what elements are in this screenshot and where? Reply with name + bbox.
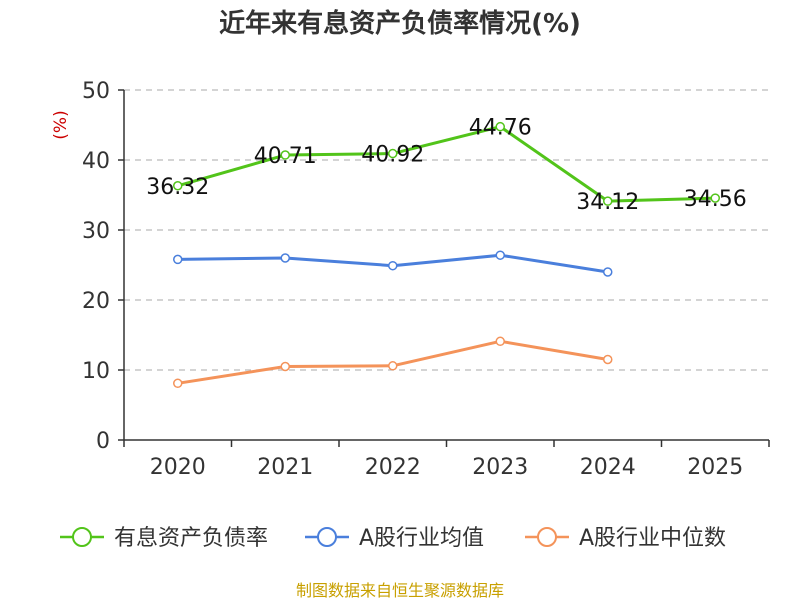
legend-label: A股行业均值 [359,526,484,551]
x-tick-label: 2023 [472,455,528,480]
data-point[interactable] [388,148,398,159]
x-tick-label: 2025 [687,455,743,480]
legend-item-0[interactable]: 有息资产负债率 [60,526,268,551]
data-point[interactable] [173,254,183,265]
legend-item-2[interactable]: A股行业中位数 [525,526,726,551]
legend[interactable]: 有息资产负债率 A股行业均值 A股行业中位数 [60,526,726,551]
legend-swatch-marker [317,527,337,547]
data-point[interactable] [388,361,398,371]
x-tick-label: 2024 [580,455,636,480]
y-tick-label: 40 [82,149,110,174]
data-point[interactable] [603,267,613,277]
legend-swatch-marker [72,527,92,547]
legend-label: A股行业中位数 [579,526,726,551]
y-tick-label: 50 [82,79,110,104]
axes: 0 10 20 30 40 50 2020 2021 2022 2023 2024 2025 [82,79,770,480]
x-tick-label: 2022 [365,455,421,480]
data-label: 34.12 [576,190,639,215]
x-tick-label: 2020 [150,455,206,480]
chart-title: 近年来有息资产负债率情况(%) [219,8,581,39]
y-axis-unit: (%) [51,110,71,139]
data-label: 34.56 [684,187,747,212]
legend-label: 有息资产负债率 [114,526,268,551]
data-point[interactable] [603,354,613,365]
data-label: 36.32 [146,175,209,200]
data-point[interactable] [495,121,505,132]
data-labels: 36.32 40.71 40.92 44.76 34.12 34.56 [146,116,746,215]
y-tick-label: 0 [96,429,110,454]
data-point[interactable] [495,250,505,260]
data-label: 40.71 [254,144,317,169]
data-point[interactable] [280,253,290,263]
data-point[interactable] [710,193,720,203]
grid [124,89,769,371]
data-point[interactable] [173,181,183,191]
series [173,121,720,389]
legend-item-1[interactable]: A股行业均值 [305,526,484,551]
y-tick-label: 10 [82,359,110,384]
data-point[interactable] [280,150,290,160]
y-tick-label: 20 [82,289,110,314]
data-label: 44.76 [469,116,532,141]
legend-swatch-marker [537,527,557,547]
series-line-0 [177,125,716,203]
data-point[interactable] [388,260,398,271]
data-point[interactable] [603,196,613,206]
source-note: 制图数据来自恒生聚源数据库 [296,581,504,600]
data-label: 40.92 [361,143,424,168]
data-point[interactable] [173,378,183,389]
x-tick-label: 2021 [257,455,313,480]
data-point[interactable] [280,361,290,372]
y-tick-label: 30 [82,219,110,244]
data-point[interactable] [495,336,505,347]
